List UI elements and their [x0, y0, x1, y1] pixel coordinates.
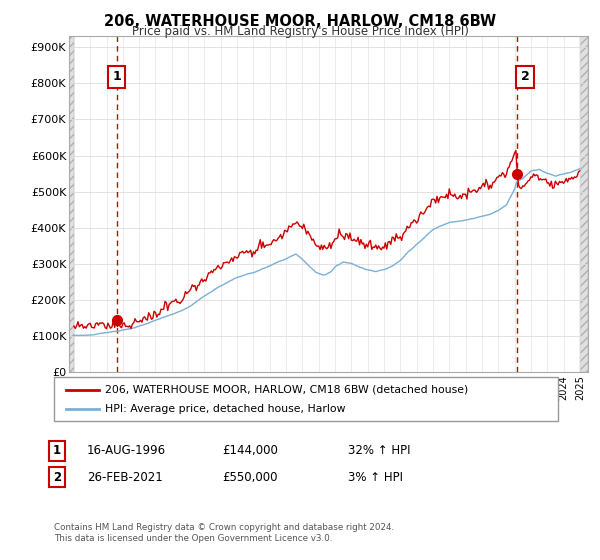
- Text: 16-AUG-1996: 16-AUG-1996: [87, 444, 166, 458]
- Text: 1: 1: [112, 70, 121, 83]
- Bar: [580, 36, 588, 372]
- Text: 32% ↑ HPI: 32% ↑ HPI: [348, 444, 410, 458]
- Text: 26-FEB-2021: 26-FEB-2021: [87, 470, 163, 484]
- Text: 206, WATERHOUSE MOOR, HARLOW, CM18 6BW: 206, WATERHOUSE MOOR, HARLOW, CM18 6BW: [104, 14, 496, 29]
- Text: £144,000: £144,000: [222, 444, 278, 458]
- Text: 206, WATERHOUSE MOOR, HARLOW, CM18 6BW (detached house): 206, WATERHOUSE MOOR, HARLOW, CM18 6BW (…: [105, 385, 468, 395]
- Text: £550,000: £550,000: [222, 470, 277, 484]
- Text: 1: 1: [53, 444, 61, 458]
- Text: HPI: Average price, detached house, Harlow: HPI: Average price, detached house, Harl…: [105, 404, 346, 414]
- Text: Price paid vs. HM Land Registry's House Price Index (HPI): Price paid vs. HM Land Registry's House …: [131, 25, 469, 38]
- Text: 2: 2: [53, 470, 61, 484]
- Text: 2: 2: [521, 70, 530, 83]
- Text: 3% ↑ HPI: 3% ↑ HPI: [348, 470, 403, 484]
- Text: Contains HM Land Registry data © Crown copyright and database right 2024.: Contains HM Land Registry data © Crown c…: [54, 523, 394, 532]
- Text: This data is licensed under the Open Government Licence v3.0.: This data is licensed under the Open Gov…: [54, 534, 332, 543]
- Bar: [69, 36, 74, 372]
